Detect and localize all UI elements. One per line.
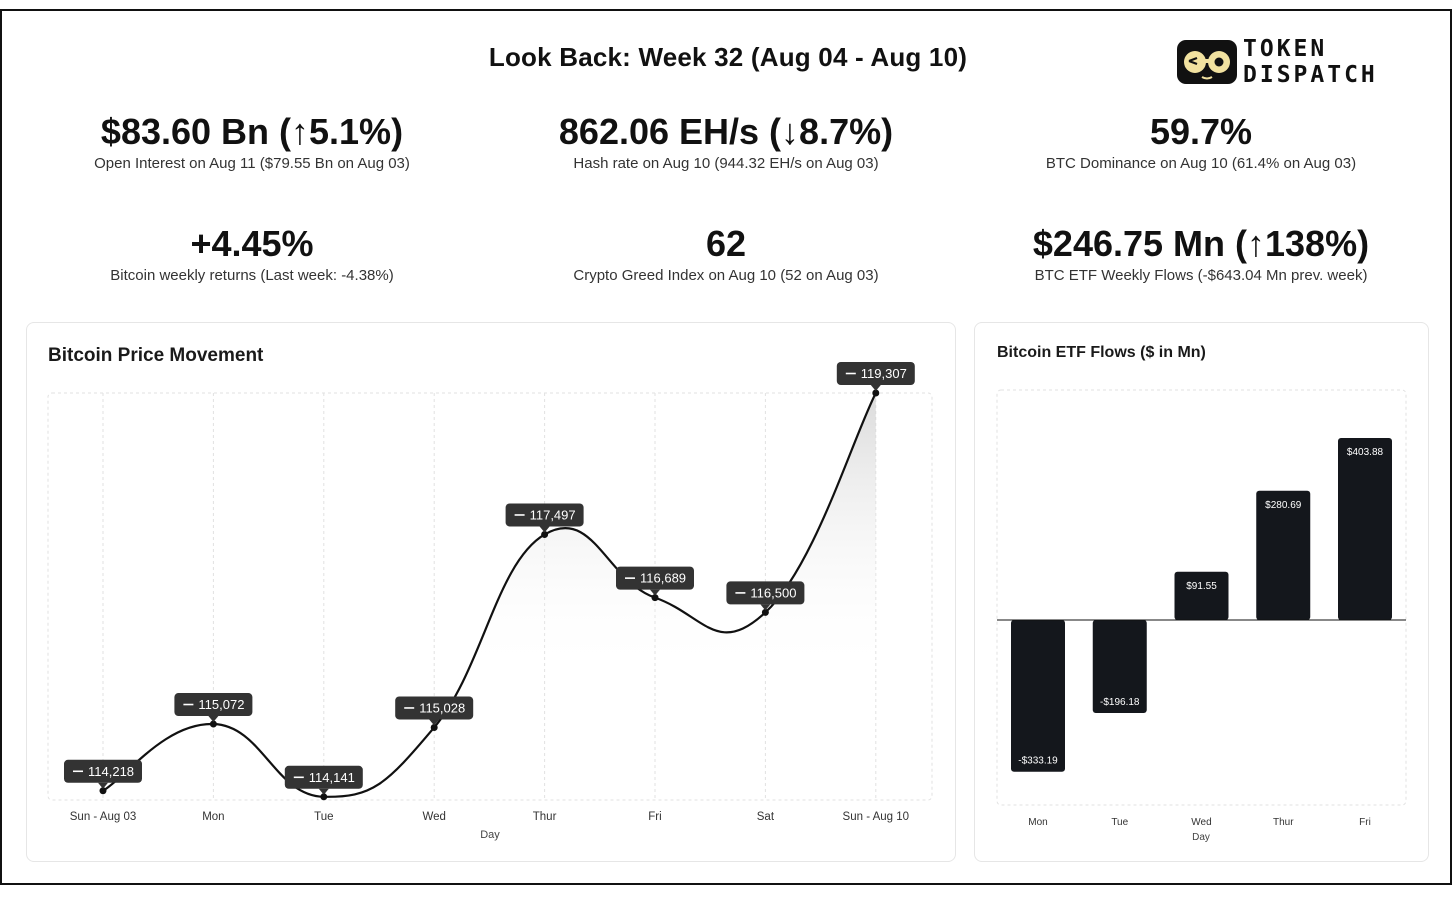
stat-value: +4.45% xyxy=(190,223,314,264)
price-tooltip: 116,689 xyxy=(616,566,694,596)
price-data-label: 116,500 xyxy=(750,585,796,600)
stat-weekly-returns: +4.45% Bitcoin weekly returns (Last week… xyxy=(22,223,482,285)
logo-line-1: TOKEN xyxy=(1243,36,1328,62)
etf-bar xyxy=(1174,571,1229,620)
stat-value: $246.75 Mn (↑138%) xyxy=(1032,223,1370,264)
tooltip-box xyxy=(505,503,584,527)
etf-bar xyxy=(1256,490,1311,620)
etf-bar xyxy=(1011,620,1065,772)
plot-frame xyxy=(996,389,1407,806)
stat-btc-dominance: 59.7% BTC Dominance on Aug 10 (61.4% on … xyxy=(971,111,1431,173)
price-tooltip: 116,500 xyxy=(726,581,805,611)
tooltip-box xyxy=(284,765,363,789)
stat-hash-rate: 862.06 EH/s (↓8.7%) Hash rate on Aug 10 … xyxy=(496,111,956,173)
stat-label: Hash rate on Aug 10 (944.32 EH/s on Aug … xyxy=(573,155,879,172)
stat-label: Bitcoin weekly returns (Last week: -4.38… xyxy=(110,267,394,284)
price-tooltip: 115,072 xyxy=(174,693,253,723)
x-tick-label: Fri xyxy=(1359,817,1371,828)
x-tick-label: Thur xyxy=(533,811,557,823)
tooltip-pointer xyxy=(870,385,881,391)
stat-open-interest: $83.60 Bn (↑5.1%) Open Interest on Aug 1… xyxy=(22,111,482,173)
price-data-label: 114,218 xyxy=(88,764,134,779)
stat-etf-flows: $246.75 Mn (↑138%) BTC ETF Weekly Flows … xyxy=(971,223,1431,285)
etf-data-label: $91.55 xyxy=(1186,581,1217,592)
price-data-label: 115,072 xyxy=(198,697,244,712)
price-data-label: 119,307 xyxy=(861,366,907,381)
tooltip-box xyxy=(726,581,805,605)
tooltip-box xyxy=(616,566,694,590)
tooltip-box xyxy=(174,693,253,717)
price-data-label: 116,689 xyxy=(640,571,686,586)
price-area xyxy=(103,393,876,800)
price-tooltip: 115,028 xyxy=(395,696,474,726)
tooltip-pointer xyxy=(539,526,550,533)
token-dispatch-logo: TOKEN DISPATCH xyxy=(1177,36,1417,88)
stat-value: $83.60 Bn (↑5.1%) xyxy=(100,111,404,152)
etf-bar xyxy=(1338,438,1392,620)
stat-label: Open Interest on Aug 11 ($79.55 Bn on Au… xyxy=(94,155,410,172)
tooltip-box xyxy=(836,362,915,385)
x-tick-label: Tue xyxy=(314,811,333,823)
x-tick-label: Mon xyxy=(202,811,224,823)
x-axis-label: Day xyxy=(480,829,500,841)
price-point xyxy=(761,608,769,616)
glasses-face-icon xyxy=(1177,40,1237,84)
x-tick-label: Fri xyxy=(648,811,661,823)
price-point xyxy=(99,787,107,795)
tooltip-pointer xyxy=(760,604,771,611)
etf-data-label: -$196.18 xyxy=(1100,697,1140,708)
logo-text: TOKEN DISPATCH xyxy=(1243,36,1378,88)
x-tick-label: Sun - Aug 10 xyxy=(843,811,910,823)
price-point xyxy=(320,793,328,801)
x-tick-label: Tue xyxy=(1111,817,1128,828)
etf-chart-title: Bitcoin ETF Flows ($ in Mn) xyxy=(997,344,1206,361)
stat-label: Crypto Greed Index on Aug 10 (52 on Aug … xyxy=(573,267,879,284)
x-tick-label: Thur xyxy=(1273,817,1294,828)
etf-data-label: $403.88 xyxy=(1347,447,1384,458)
price-data-label: 114,141 xyxy=(309,770,355,785)
etf-data-label: $280.69 xyxy=(1265,500,1302,511)
logo-line-2: DISPATCH xyxy=(1243,62,1378,88)
stat-value: 862.06 EH/s (↓8.7%) xyxy=(558,111,894,152)
tooltip-box xyxy=(395,696,474,720)
price-tooltip: 114,218 xyxy=(64,759,142,789)
price-point xyxy=(541,530,549,538)
price-point xyxy=(209,720,217,728)
price-chart-title: Bitcoin Price Movement xyxy=(48,345,264,366)
x-tick-label: Wed xyxy=(1191,817,1211,828)
price-point xyxy=(651,594,659,602)
price-point xyxy=(430,723,438,731)
stat-value: 62 xyxy=(705,223,747,264)
x-axis-label: Day xyxy=(1192,832,1210,843)
price-data-label: 117,497 xyxy=(530,507,576,522)
tooltip-pointer xyxy=(208,716,219,723)
x-tick-label: Sun - Aug 03 xyxy=(70,811,137,823)
tooltip-box xyxy=(64,759,142,783)
price-tooltip: 119,307 xyxy=(836,362,915,391)
page-frame xyxy=(0,9,1452,885)
price-point xyxy=(872,389,880,397)
x-tick-label: Mon xyxy=(1028,817,1047,828)
stat-label: BTC ETF Weekly Flows (-$643.04 Mn prev. … xyxy=(1034,267,1368,284)
x-tick-label: Sat xyxy=(757,811,775,823)
stat-greed-index: 62 Crypto Greed Index on Aug 10 (52 on A… xyxy=(496,223,956,285)
price-data-label: 115,028 xyxy=(419,700,465,715)
tooltip-pointer xyxy=(98,782,108,789)
tooltip-pointer xyxy=(318,788,329,795)
price-tooltip: 117,497 xyxy=(505,503,584,533)
tooltip-pointer xyxy=(429,719,440,726)
etf-bar xyxy=(1092,620,1147,714)
x-tick-label: Wed xyxy=(422,811,445,823)
price-tooltip: 114,141 xyxy=(284,765,363,795)
page-title: Look Back: Week 32 (Aug 04 - Aug 10) xyxy=(488,42,968,72)
stat-label: BTC Dominance on Aug 10 (61.4% on Aug 03… xyxy=(1045,155,1357,172)
tooltip-pointer xyxy=(650,589,660,596)
stat-value: 59.7% xyxy=(1149,111,1253,152)
etf-data-label: -$333.19 xyxy=(1018,756,1058,767)
plot-frame xyxy=(47,392,933,801)
